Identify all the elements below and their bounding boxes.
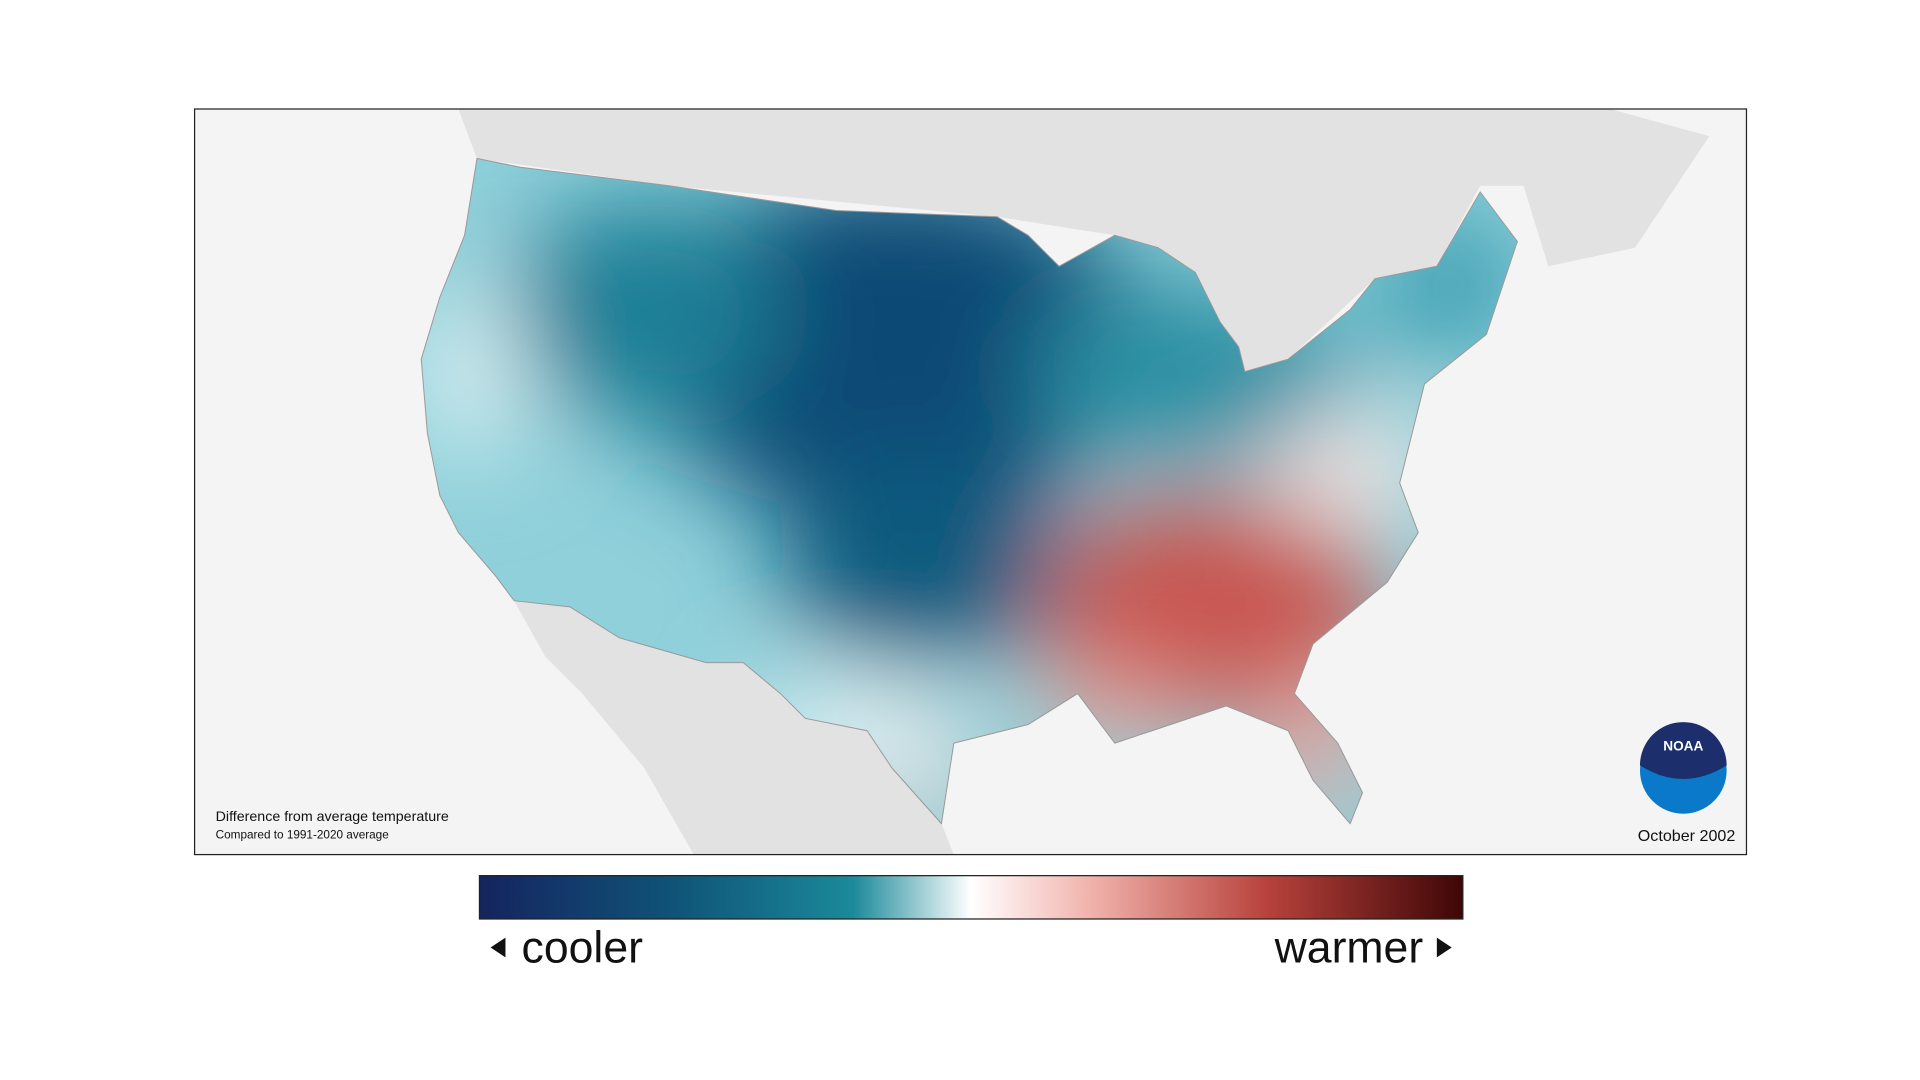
- warmer-label: warmer: [1274, 923, 1424, 972]
- left-arrow: [490, 937, 506, 958]
- legend-subtitle: Compared to 1991-2020 average: [216, 828, 390, 841]
- cooler-label: cooler: [522, 923, 644, 972]
- colorbar: [478, 875, 1464, 920]
- noaa-logo: NOAA: [1639, 722, 1727, 814]
- logo-text: NOAA: [1663, 739, 1703, 754]
- map-date: October 2002: [1638, 827, 1736, 845]
- mexico: [514, 600, 954, 855]
- map-panel: NOAA Difference from average temperature…: [194, 108, 1747, 855]
- map-frame: [193, 108, 1748, 856]
- legend-title: Difference from average temperature: [216, 809, 449, 825]
- right-arrow: [1436, 937, 1452, 958]
- canada: [458, 108, 1710, 372]
